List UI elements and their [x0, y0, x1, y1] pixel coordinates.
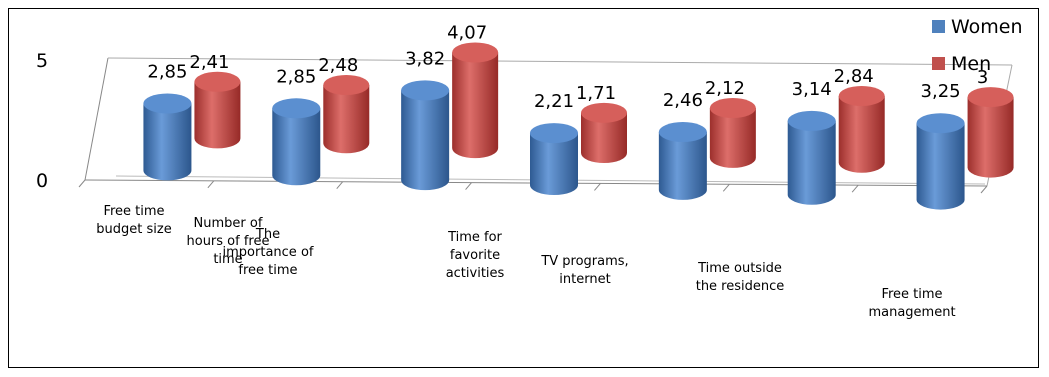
bar-women-5 — [787, 110, 836, 205]
bar-women-3-body — [530, 133, 578, 195]
bar-men-2-body — [452, 52, 499, 159]
bar-women-6 — [916, 113, 965, 210]
bar-men-6-top — [967, 87, 1014, 108]
category-tick — [336, 181, 344, 190]
data-label: 2,85 — [276, 66, 316, 87]
data-label: 1,71 — [576, 83, 616, 104]
bar-women-5-body — [787, 120, 836, 205]
bar-men-0-top — [194, 71, 241, 92]
bar-women-6-body — [916, 123, 965, 210]
data-label: 3,82 — [405, 48, 445, 69]
bar-men-4-top — [709, 98, 756, 119]
data-label: 2,48 — [318, 55, 358, 76]
bar-men-1-top — [323, 75, 370, 96]
y-tick-label: 0 — [36, 170, 48, 192]
category-tick — [851, 184, 859, 193]
bar-women-3-top — [530, 123, 578, 144]
bar-men-6-body — [967, 97, 1014, 178]
category-label: Time outside the residence — [696, 261, 785, 294]
bar-women-4-body — [658, 132, 707, 200]
category-tick — [78, 179, 86, 188]
bar-women-3 — [530, 123, 578, 195]
chart-frame — [8, 8, 1039, 368]
data-label: 4,07 — [447, 22, 487, 43]
bar-women-0-top — [143, 93, 192, 114]
bar-men-1 — [323, 75, 370, 154]
category-tick — [722, 183, 730, 192]
legend-swatch-women — [932, 20, 945, 33]
data-label: 2,12 — [705, 78, 745, 99]
bar-men-3 — [581, 102, 627, 163]
bar-men-5-top — [838, 85, 885, 106]
y-axis-line — [84, 57, 109, 181]
bar-men-0-body — [194, 81, 241, 149]
bar-women-1-top — [272, 98, 321, 119]
bar-women-1-body — [272, 108, 321, 186]
data-label: 2,21 — [534, 91, 574, 112]
bar-women-1 — [272, 98, 321, 186]
category-label: Time for favorite activities — [446, 230, 505, 281]
bar-men-3-body — [581, 112, 627, 163]
bar-women-6-top — [916, 113, 965, 134]
category-label: Free time management — [868, 287, 955, 320]
bar-men-2 — [452, 42, 499, 159]
data-label: 3 — [977, 67, 988, 88]
back-wall-top-line — [107, 57, 1013, 66]
data-label: 3,14 — [792, 79, 832, 100]
men-series — [194, 42, 1014, 178]
data-label: 2,84 — [834, 66, 874, 87]
data-label: 2,85 — [147, 61, 187, 82]
bar-women-0-body — [143, 103, 192, 181]
legend-label-men: Men — [951, 53, 991, 75]
legend-swatch-men — [932, 57, 945, 70]
data-label: 2,46 — [663, 90, 703, 111]
data-labels: 2,412,85 2,482,854,073,821,712,212,122,46… — [147, 22, 988, 112]
category-label: Number of hours of free time — [187, 216, 270, 267]
data-label: 2,41 — [189, 52, 229, 73]
bar-women-4-top — [658, 122, 707, 143]
category-label: TV programs, internet — [540, 254, 628, 287]
bar-men-3-top — [581, 102, 627, 123]
women-series — [143, 80, 965, 210]
bar-men-0 — [194, 71, 241, 149]
category-tick — [594, 183, 601, 191]
category-label: Free time budget size — [96, 204, 171, 237]
bar-women-0 — [143, 93, 192, 181]
bar-men-5-body — [838, 95, 885, 173]
bar-women-4 — [658, 122, 707, 200]
bar-men-2-top — [452, 42, 499, 63]
category-tick — [207, 180, 215, 189]
y-tick-label: 5 — [36, 50, 48, 72]
bar-men-6 — [967, 87, 1014, 178]
bar-women-2-top — [401, 80, 450, 101]
legend-label-women: Women — [951, 16, 1023, 38]
data-label: 3,25 — [921, 81, 961, 102]
bar-women-2-body — [401, 90, 450, 191]
bar-men-4 — [709, 98, 756, 168]
category-label: The importance of free time — [223, 227, 314, 278]
bar-men-4-body — [709, 108, 756, 168]
bar-women-2 — [401, 80, 450, 191]
bar-men-1-body — [323, 85, 370, 154]
bar-men-5 — [838, 85, 885, 173]
legend: Women Men — [932, 16, 1023, 75]
category-tick — [980, 185, 988, 194]
bar-women-5-top — [787, 110, 836, 131]
category-labels: Free time budget size Number of hours of fr… — [96, 204, 955, 320]
category-tick — [465, 182, 472, 190]
